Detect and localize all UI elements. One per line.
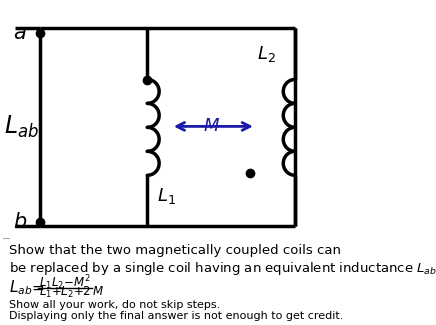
Text: be replaced by a single coil having an equivalent inductance $L_{ab}$ as: be replaced by a single coil having an e… (9, 260, 436, 277)
Text: Show that the two magnetically coupled coils can: Show that the two magnetically coupled c… (9, 244, 341, 257)
Text: $L_1 L_2{-}M^2$: $L_1 L_2{-}M^2$ (39, 274, 90, 292)
Text: $a$: $a$ (14, 23, 27, 43)
Text: $L_1$: $L_1$ (157, 186, 176, 206)
Text: Displaying only the final answer is not enough to get credit.: Displaying only the final answer is not … (9, 311, 344, 321)
Text: $L_1{+}L_2{+}2\,M$: $L_1{+}L_2{+}2\,M$ (39, 285, 104, 300)
Text: Show all your work, do not skip steps.: Show all your work, do not skip steps. (9, 300, 220, 310)
Text: $L_{ab}$: $L_{ab}$ (9, 279, 32, 297)
Text: $L_{ab}$: $L_{ab}$ (4, 114, 39, 140)
Text: $L_2$: $L_2$ (257, 44, 276, 64)
Text: $=$: $=$ (30, 280, 46, 295)
Text: $b$: $b$ (13, 212, 27, 232)
Text: $M$: $M$ (203, 117, 220, 136)
